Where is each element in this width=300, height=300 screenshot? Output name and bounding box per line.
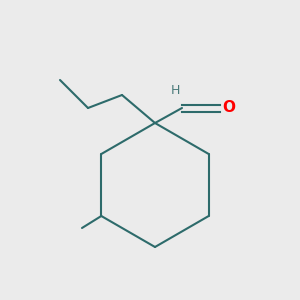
Text: H: H xyxy=(170,83,180,97)
Text: O: O xyxy=(223,100,236,116)
